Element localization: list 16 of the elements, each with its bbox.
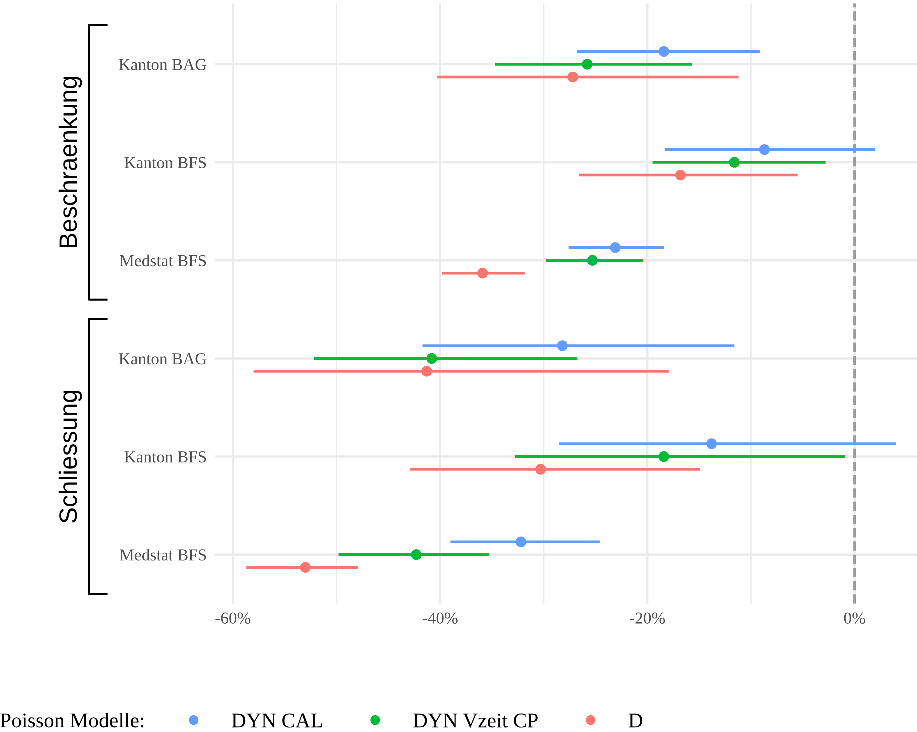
x-tick-label: 0% bbox=[844, 612, 866, 624]
legend-title: Poisson Modelle: bbox=[0, 713, 144, 728]
x-tick-label: -40% bbox=[422, 612, 458, 624]
y-tick-label: Kanton BFS bbox=[124, 157, 206, 168]
text: Beschraenkung bbox=[58, 77, 82, 248]
y-tick-label: Medstat BFS bbox=[120, 254, 206, 267]
legend-label: D bbox=[628, 714, 643, 728]
x-tick-label: -20% bbox=[630, 612, 666, 624]
y-tick-label: Medstat BFS bbox=[120, 549, 206, 561]
x-tick-label: -60% bbox=[216, 612, 251, 624]
legend-label: DYN Vzeit CP bbox=[414, 714, 538, 728]
y-tick-label: Kanton BAG bbox=[119, 353, 207, 365]
y-tick-label: Kanton BFS bbox=[124, 452, 206, 463]
text: Schliessung bbox=[58, 390, 82, 524]
legend-label: DYN CAL bbox=[232, 714, 322, 728]
y-tick-label: Kanton BAG bbox=[119, 59, 207, 70]
